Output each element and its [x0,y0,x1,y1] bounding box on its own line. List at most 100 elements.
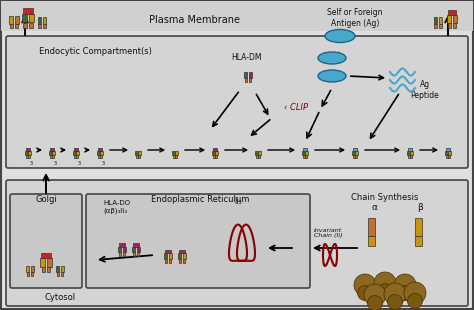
Text: 3: 3 [29,161,33,166]
Bar [135,151,137,155]
Bar [137,252,139,256]
Bar [453,15,457,23]
Bar [97,151,100,155]
Text: 3: 3 [54,161,56,166]
Bar [302,148,308,151]
Bar [447,15,451,23]
Bar [248,72,252,78]
Text: ‹ CLIP: ‹ CLIP [284,104,308,113]
Bar [244,72,247,78]
Bar [43,17,46,24]
Bar [26,266,29,272]
Bar [164,250,171,253]
Circle shape [357,286,373,300]
Bar [23,23,27,28]
Bar [1,1,473,31]
Bar [356,155,357,158]
Bar [410,155,412,158]
Bar [119,252,121,256]
Bar [169,259,171,263]
Bar [53,155,55,158]
FancyBboxPatch shape [86,194,310,288]
Circle shape [404,282,426,304]
Bar [28,151,31,155]
Bar [165,259,167,263]
Bar [23,8,33,14]
Bar [448,23,451,28]
Bar [61,266,64,272]
FancyBboxPatch shape [6,36,468,168]
Text: Golgi: Golgi [35,196,57,205]
Circle shape [408,294,422,308]
Bar [47,258,52,267]
Text: 3: 3 [77,161,81,166]
Bar [49,151,52,155]
Text: Cytosol: Cytosol [45,294,75,303]
Bar [175,151,178,155]
Bar [305,151,308,155]
Bar [407,151,410,155]
Bar [98,155,100,158]
Bar [53,151,55,155]
Bar [438,24,442,28]
Bar [47,267,50,272]
Bar [31,272,33,276]
Bar [255,155,257,158]
Bar [447,10,456,15]
Bar [448,151,451,155]
Bar [42,267,45,272]
Bar [408,155,410,158]
Bar [415,236,422,246]
Bar [215,155,218,158]
Bar [169,253,172,259]
Bar [29,23,33,28]
Text: α: α [372,203,378,212]
Bar [132,247,136,252]
Bar [182,253,186,259]
FancyBboxPatch shape [6,180,468,306]
Bar [434,24,438,28]
Text: Ii₃: Ii₃ [234,197,242,206]
Ellipse shape [318,70,346,82]
Circle shape [394,274,416,296]
Bar [29,14,34,23]
Bar [255,151,257,155]
Bar [438,17,442,24]
Circle shape [377,284,392,299]
Bar [133,252,136,256]
Bar [61,272,64,276]
Circle shape [364,284,386,306]
Bar [27,272,29,276]
Bar [138,151,141,155]
Text: HLA-DM: HLA-DM [232,54,262,63]
Bar [123,247,126,252]
Bar [368,236,375,246]
Bar [26,155,27,158]
Bar [173,155,174,158]
Bar [415,218,422,236]
Bar [137,247,140,252]
Bar [212,148,218,151]
Bar [100,155,102,158]
Bar [446,148,450,151]
Circle shape [354,274,376,296]
Bar [31,266,34,272]
Bar [305,155,307,158]
Bar [448,155,450,158]
Bar [353,155,355,158]
Bar [410,151,413,155]
Text: Endocytic Compartment(s): Endocytic Compartment(s) [38,47,151,56]
Bar [178,253,182,259]
Bar [50,155,52,158]
Bar [258,151,261,155]
Text: HLA-DO
(αβ)₃Ii₃: HLA-DO (αβ)₃Ii₃ [103,200,130,214]
Bar [9,16,13,24]
Bar [119,243,125,247]
Ellipse shape [318,52,346,64]
Bar [302,151,305,155]
Text: 3: 3 [101,161,105,166]
Bar [368,218,375,236]
Bar [182,259,185,263]
Bar [41,253,51,258]
Bar [56,272,59,276]
